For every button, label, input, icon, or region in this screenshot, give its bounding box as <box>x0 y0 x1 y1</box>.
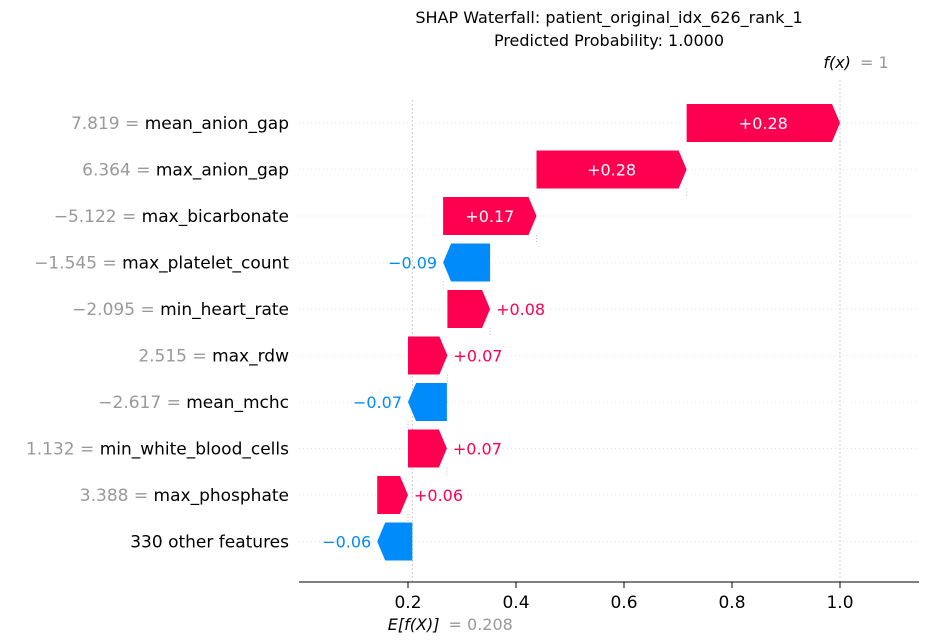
base-value-label: E[f(X)] = 0.208 <box>388 615 513 634</box>
bar-value-label: +0.07 <box>453 347 502 366</box>
x-ticks-layer: 0.2 0.4 0.6 0.8 1.0 <box>394 582 854 613</box>
bar-value-label: −0.07 <box>353 393 402 412</box>
feature-label: 6.364 = max_anion_gap <box>82 161 289 181</box>
waterfall-bar <box>408 429 447 468</box>
waterfall-bar <box>443 197 537 235</box>
feature-value: −5.122 = <box>54 207 142 227</box>
feature-name: max_anion_gap <box>156 161 289 181</box>
feature-label: 330 other features <box>130 533 289 553</box>
feature-value: 7.819 = <box>71 114 145 134</box>
chart-title-line1: SHAP Waterfall: patient_original_idx_626… <box>415 8 802 28</box>
feature-value: 6.364 = <box>82 161 156 181</box>
feature-labels-layer: 7.819 = mean_anion_gap 6.364 = max_anion_… <box>26 114 289 553</box>
x-tick-label: 0.6 <box>610 593 637 613</box>
feature-value: −2.095 = <box>72 300 160 320</box>
feature-name: max_platelet_count <box>122 254 289 274</box>
x-tick-label: 1.0 <box>826 593 853 613</box>
base-value-expr: E[f(X)] <box>388 615 440 634</box>
waterfall-bar <box>686 104 840 142</box>
feature-label: −2.617 = mean_mchc <box>98 393 289 413</box>
feature-value: −2.617 = <box>98 393 186 413</box>
bar-value-label: +0.17 <box>465 207 514 226</box>
feature-value: 3.388 = <box>80 486 154 506</box>
final-value-expr: f(x) <box>823 53 851 72</box>
feature-name: max_rdw <box>212 347 289 367</box>
feature-label: −2.095 = min_heart_rate <box>72 300 289 320</box>
bar-value-label: +0.08 <box>496 300 545 319</box>
waterfall-bar <box>377 476 408 514</box>
feature-name: mean_mchc <box>186 393 289 413</box>
bar-value-label: −0.09 <box>388 254 437 273</box>
feature-label: −1.545 = max_platelet_count <box>34 254 289 274</box>
feature-value: 2.515 = <box>138 347 212 367</box>
feature-name: max_phosphate <box>154 486 289 506</box>
chart-title-line2: Predicted Probability: 1.0000 <box>494 31 724 50</box>
bar-value-label: +0.28 <box>739 114 788 133</box>
bar-value-label: +0.28 <box>587 161 636 180</box>
feature-name: min_heart_rate <box>160 300 289 320</box>
x-tick-label: 0.2 <box>394 593 421 613</box>
waterfall-bar <box>536 150 687 189</box>
waterfall-bar <box>408 383 447 421</box>
bar-value-label: +0.06 <box>414 486 463 505</box>
feature-name: max_bicarbonate <box>142 207 289 227</box>
feature-label: 7.819 = mean_anion_gap <box>71 114 289 134</box>
bar-value-label: +0.07 <box>453 440 502 459</box>
feature-name: min_white_blood_cells <box>100 440 289 460</box>
bars-layer: +0.28 +0.28 +0.17 −0.09 +0.08 +0.07 −0.07 +0.07… <box>322 104 841 561</box>
feature-value: 1.132 = <box>26 440 100 460</box>
feature-name: mean_anion_gap <box>145 114 289 134</box>
waterfall-bar <box>408 336 448 375</box>
feature-value: −1.545 = <box>34 254 122 274</box>
waterfall-bar <box>377 522 413 561</box>
feature-label: 3.388 = max_phosphate <box>80 486 289 506</box>
final-value-label: f(x) = 1 <box>823 53 888 72</box>
feature-label: 2.515 = max_rdw <box>138 347 289 367</box>
x-tick-label: 0.4 <box>502 593 529 613</box>
bar-value-label: −0.06 <box>322 533 371 552</box>
base-value-number: = 0.208 <box>449 615 513 634</box>
waterfall-bar <box>447 290 491 328</box>
feature-label: 1.132 = min_white_blood_cells <box>26 440 289 460</box>
final-value-number: = 1 <box>860 53 889 72</box>
feature-name: 330 other features <box>130 533 289 553</box>
feature-label: −5.122 = max_bicarbonate <box>54 207 289 227</box>
x-tick-label: 0.8 <box>718 593 745 613</box>
waterfall-bar <box>443 243 491 282</box>
